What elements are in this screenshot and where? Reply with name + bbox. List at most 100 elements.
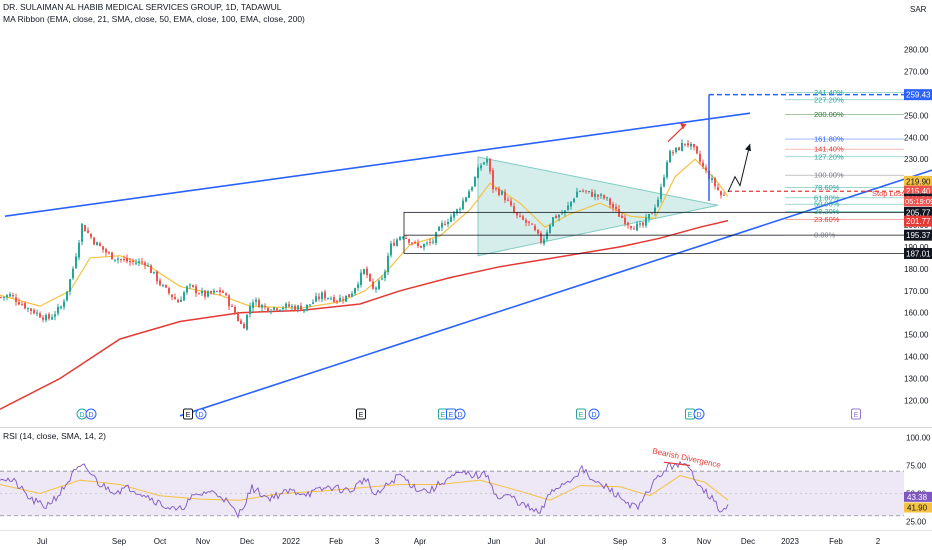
candle-body[interactable] — [312, 302, 314, 304]
candle-body[interactable] — [195, 286, 197, 294]
candle-body[interactable] — [297, 305, 299, 310]
candle-body[interactable] — [291, 305, 293, 307]
candle-body[interactable] — [642, 222, 644, 226]
candle-body[interactable] — [345, 295, 347, 302]
candle-body[interactable] — [633, 228, 635, 230]
candle-body[interactable] — [528, 221, 530, 223]
candle-body[interactable] — [429, 242, 431, 243]
candle-body[interactable] — [126, 257, 128, 262]
candle-body[interactable] — [495, 188, 497, 190]
candle-body[interactable] — [540, 233, 542, 243]
candle-body[interactable] — [606, 197, 608, 199]
price-tag[interactable]: 219.90 — [904, 175, 932, 187]
candle-body[interactable] — [516, 212, 518, 216]
dividend-marker[interactable]: D — [588, 408, 600, 420]
candle-body[interactable] — [546, 232, 548, 240]
upper-channel-line[interactable] — [4, 112, 751, 218]
candle-body[interactable] — [114, 259, 116, 261]
candle-body[interactable] — [156, 271, 158, 282]
ema-slow-line[interactable] — [0, 219, 729, 410]
candle-body[interactable] — [531, 223, 533, 225]
candle-body[interactable] — [207, 291, 209, 297]
candle-body[interactable] — [144, 262, 146, 266]
candle-body[interactable] — [168, 288, 170, 294]
rsi-value-tag[interactable]: 43.38 — [904, 491, 932, 502]
rsi-legend[interactable]: RSI (14, close, SMA, 14, 2) — [3, 431, 106, 441]
candle-body[interactable] — [618, 209, 620, 217]
candle-body[interactable] — [186, 286, 188, 293]
candle-body[interactable] — [462, 200, 464, 209]
indicator-legend[interactable]: MA Ribbon (EMA, close, 21, SMA, close, 5… — [3, 14, 305, 24]
candle-body[interactable] — [375, 287, 377, 290]
candle-body[interactable] — [117, 258, 119, 260]
candle-body[interactable] — [249, 306, 251, 315]
candle-body[interactable] — [3, 296, 5, 298]
candle-body[interactable] — [720, 191, 722, 196]
candle-body[interactable] — [108, 252, 110, 254]
candle-body[interactable] — [222, 291, 224, 293]
candle-body[interactable] — [549, 225, 551, 233]
candle-body[interactable] — [237, 313, 239, 321]
candle-body[interactable] — [285, 303, 287, 308]
candle-body[interactable] — [276, 308, 278, 311]
candle-body[interactable] — [90, 234, 92, 238]
candle-body[interactable] — [327, 297, 329, 299]
candle-body[interactable] — [570, 201, 572, 207]
candle-body[interactable] — [354, 288, 356, 294]
candle-body[interactable] — [279, 309, 281, 311]
candle-body[interactable] — [594, 193, 596, 197]
candle-body[interactable] — [585, 190, 587, 192]
candle-body[interactable] — [75, 256, 77, 268]
bearish-divergence-line[interactable] — [663, 461, 691, 467]
candle-body[interactable] — [711, 178, 713, 180]
candle-body[interactable] — [621, 215, 623, 218]
candle-body[interactable] — [294, 305, 296, 310]
candle-body[interactable] — [252, 302, 254, 308]
candle-body[interactable] — [153, 271, 155, 273]
candle-body[interactable] — [399, 236, 401, 241]
candle-body[interactable] — [18, 302, 20, 305]
candle-body[interactable] — [393, 242, 395, 246]
candle-body[interactable] — [501, 191, 503, 195]
candle-body[interactable] — [96, 242, 98, 246]
candle-body[interactable] — [39, 313, 41, 318]
candle-body[interactable] — [678, 147, 680, 151]
candle-body[interactable] — [477, 167, 479, 179]
candle-body[interactable] — [48, 314, 50, 319]
candle-body[interactable] — [66, 291, 68, 301]
candle-body[interactable] — [183, 292, 185, 301]
candle-body[interactable] — [468, 191, 470, 198]
candle-body[interactable] — [162, 285, 164, 287]
candle-body[interactable] — [426, 242, 428, 244]
candle-body[interactable] — [474, 177, 476, 187]
candle-body[interactable] — [411, 242, 413, 244]
ema-fast-line[interactable] — [0, 158, 729, 309]
candle-body[interactable] — [330, 298, 332, 300]
candle-body[interactable] — [288, 304, 290, 307]
candle-body[interactable] — [246, 314, 248, 330]
rsi-ma-line[interactable] — [0, 475, 729, 501]
candle-body[interactable] — [480, 165, 482, 169]
candle-body[interactable] — [201, 290, 203, 294]
candle-body[interactable] — [147, 265, 149, 267]
candle-body[interactable] — [690, 143, 692, 147]
candle-body[interactable] — [243, 323, 245, 329]
candle-body[interactable] — [180, 299, 182, 302]
candle-body[interactable] — [15, 297, 17, 302]
candle-body[interactable] — [267, 307, 269, 312]
candle-body[interactable] — [390, 243, 392, 256]
candle-body[interactable] — [675, 147, 677, 152]
candle-body[interactable] — [378, 280, 380, 289]
price-tag[interactable]: 205.77 — [904, 206, 932, 218]
candle-body[interactable] — [366, 268, 368, 276]
candle-body[interactable] — [693, 144, 695, 148]
candle-body[interactable] — [648, 214, 650, 219]
candle-body[interactable] — [99, 243, 101, 246]
candle-body[interactable] — [552, 217, 554, 227]
candle-body[interactable] — [198, 293, 200, 295]
candle-body[interactable] — [510, 200, 512, 206]
candle-body[interactable] — [504, 191, 506, 201]
candle-body[interactable] — [537, 229, 539, 234]
candle-body[interactable] — [609, 198, 611, 205]
candle-body[interactable] — [24, 303, 26, 309]
